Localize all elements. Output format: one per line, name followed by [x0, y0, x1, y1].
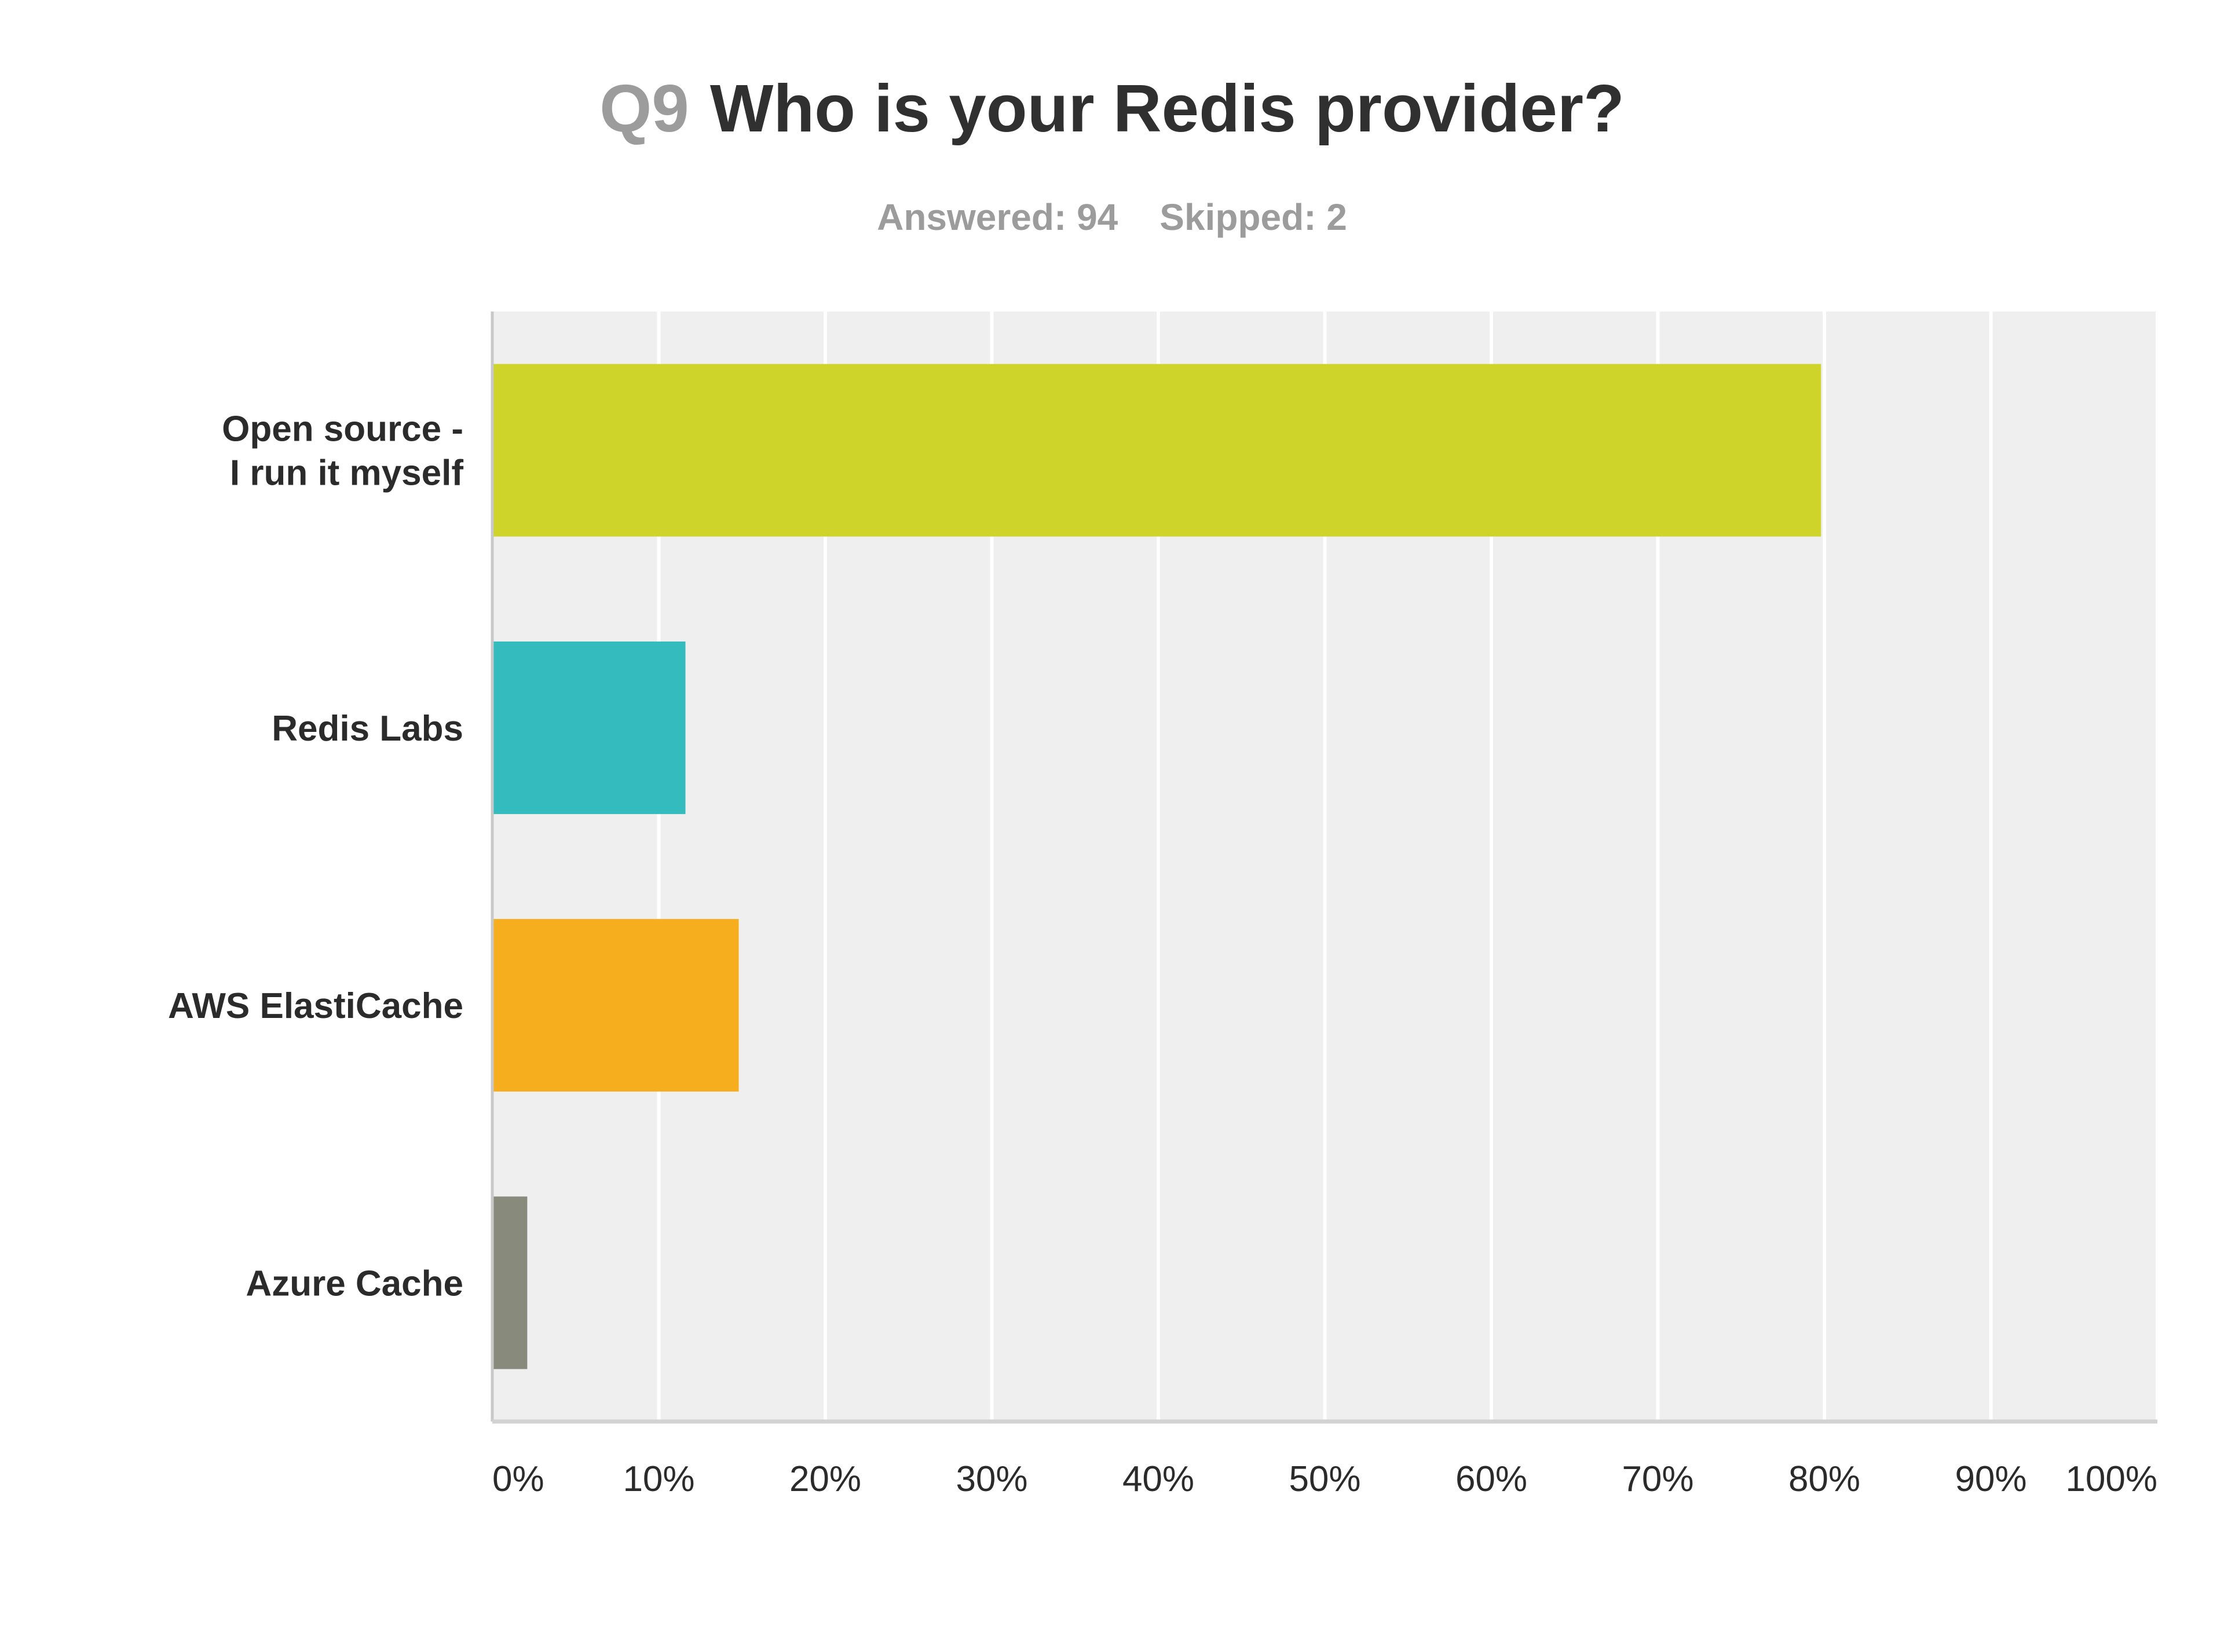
response-stats: Answered: 94 Skipped: 2 [0, 194, 2224, 240]
bar [492, 364, 1821, 537]
x-tick-label: 100% [2065, 1459, 2157, 1499]
x-tick-label: 50% [1289, 1459, 1360, 1499]
bars [492, 364, 1821, 1369]
question-text: Who is your Redis provider? [709, 71, 1625, 146]
x-tick-label: 60% [1455, 1459, 1527, 1499]
x-tick-label: 10% [623, 1459, 694, 1499]
question-title: Q9 Who is your Redis provider? [0, 65, 2224, 152]
x-tick-label: 90% [1955, 1459, 2027, 1499]
axes [491, 312, 2157, 1424]
x-tick-label: 80% [1788, 1459, 1860, 1499]
x-tick-labels: 0% 10% 20% 30% 40% 50% 60% 70% 80% 90% 100% [492, 1459, 2157, 1499]
category-labels: Open source -I run it myself Redis Labs AW… [168, 409, 463, 1304]
category-label: Redis Labs [272, 709, 463, 749]
answered-count: Answered: 94 [877, 196, 1118, 238]
x-tick-label: 0% [492, 1459, 544, 1499]
category-label: Azure Cache [246, 1263, 463, 1303]
category-label: Open source - [222, 409, 463, 449]
x-tick-label: 20% [789, 1459, 861, 1499]
x-tick-label: 40% [1122, 1459, 1194, 1499]
category-label: AWS ElastiCache [168, 986, 463, 1026]
x-tick-label: 30% [956, 1459, 1027, 1499]
bar [492, 919, 739, 1092]
question-number: Q9 [599, 71, 689, 146]
x-tick-label: 70% [1622, 1459, 1693, 1499]
bar [492, 1196, 528, 1369]
category-label: I run it myself [230, 453, 463, 493]
bar [492, 641, 686, 814]
skipped-count: Skipped: 2 [1159, 196, 1347, 238]
